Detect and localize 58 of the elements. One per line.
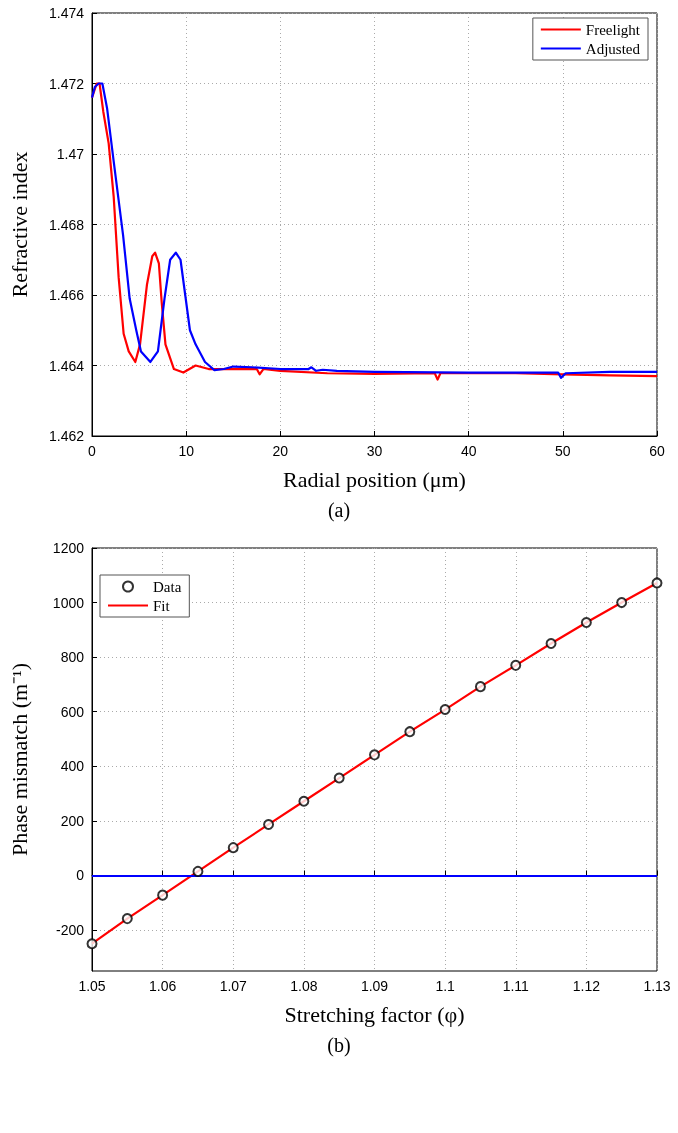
y-tick-label: 600 [60, 703, 85, 720]
point [510, 659, 522, 671]
x-tick-label: 1.07 [219, 978, 248, 994]
x-tick-label: 1.08 [290, 978, 318, 994]
x-tick-label: 1.06 [149, 978, 177, 994]
y-tick-label: 1.468 [48, 216, 85, 233]
x-tick-label: 1.13 [643, 978, 671, 994]
point [651, 577, 663, 589]
y-axis-title: Phase mismatch (m⁻¹) [6, 662, 32, 857]
point [86, 938, 98, 950]
x-tick-label: 1.11 [502, 978, 530, 994]
x-axis-title: Radial position (μm) [283, 466, 466, 492]
x-tick-label: 40 [460, 443, 477, 459]
y-tick-label: 1.466 [48, 287, 85, 303]
point [192, 865, 204, 877]
x-tick-label: 30 [366, 443, 383, 459]
x-tick-label: 20 [272, 443, 289, 459]
point [263, 818, 275, 830]
point [580, 617, 592, 628]
y-tick-label: 800 [60, 649, 85, 666]
x-tick-label: 0 [88, 443, 97, 459]
legend-label: Data [153, 578, 182, 595]
y-tick-label: 200 [60, 812, 85, 829]
x-tick-label: 1.09 [360, 978, 389, 994]
point [121, 913, 133, 925]
y-axis-title: Refractive index [6, 151, 32, 298]
text: (a) [326, 498, 352, 524]
legend-label: Adjusted [585, 40, 641, 57]
x-tick-label: 60 [649, 443, 665, 459]
point [545, 638, 557, 650]
point [616, 597, 628, 609]
point [157, 889, 169, 901]
point [369, 749, 380, 761]
point [333, 772, 345, 784]
point [227, 842, 239, 854]
x-tick-label: 10 [178, 443, 195, 459]
x-axis-title: Stretching factor (φ) [284, 1001, 465, 1027]
x-tick-label: 1.12 [572, 978, 601, 994]
y-tick-label: 1.474 [48, 5, 85, 21]
y-tick-label: 1.47 [56, 146, 85, 162]
x-tick-label: 50 [555, 443, 571, 459]
x-tick-label: 1.1 [435, 978, 456, 994]
x-tick-label: 1.05 [78, 978, 106, 994]
y-tick-label: 1000 [52, 594, 85, 611]
point [439, 704, 451, 716]
point [298, 795, 310, 807]
y-tick-label: 1.464 [48, 357, 85, 374]
y-tick-label: 1200 [52, 540, 85, 556]
y-tick-label: 1.472 [48, 75, 85, 92]
y-tick-label: 0 [76, 867, 85, 884]
legend-label: Fit [153, 597, 171, 614]
y-tick-label: -200 [55, 922, 85, 939]
legend-label: Freelight [585, 21, 641, 38]
text: (b) [326, 1033, 352, 1058]
point [404, 726, 416, 738]
point [474, 681, 486, 693]
y-tick-label: 400 [60, 758, 85, 775]
y-tick-label: 1.462 [48, 428, 85, 444]
